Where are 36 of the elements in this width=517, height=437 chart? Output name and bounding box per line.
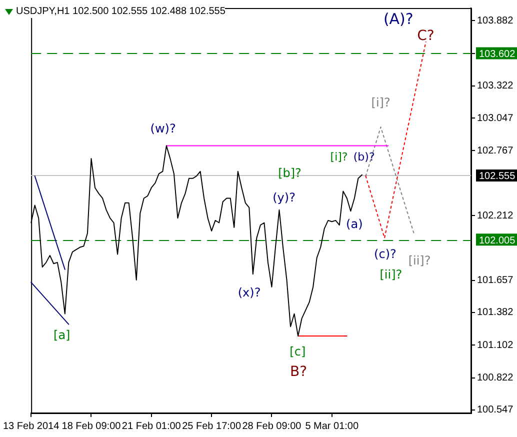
y-tick-label: 100.547 [477,404,514,416]
annotation: [a] [54,328,70,342]
annotation: (x)? [238,286,261,300]
annotation: C? [417,28,434,44]
annotation: [ii]? [380,267,402,282]
annotation: (w)? [150,122,176,136]
x-tick-label: 13 Feb 2014 [2,420,60,432]
annotation: (A)? [383,10,414,28]
annotation: (b)? [353,150,375,164]
ref-line-label: 102.555 [479,171,516,182]
y-tick-label: 100.822 [477,372,514,384]
annotation: [ii]? [408,253,431,268]
y-tick-label: 102.212 [477,210,514,222]
x-tick-label: 21 Feb 01:00 [122,420,182,432]
x-tick-label: 18 Feb 09:00 [62,420,122,432]
y-tick-label: 103.882 [477,15,514,26]
annotation: (y)? [272,190,296,204]
x-tick-label: 25 Feb 17:00 [182,420,242,432]
ref-line-label: 103.602 [479,49,516,60]
y-tick-label: 102.767 [477,145,514,156]
y-tick-label: 103.047 [477,112,514,124]
y-tick-label: 101.382 [477,307,514,318]
annotation: [b]? [278,166,302,180]
y-tick-label: 101.657 [477,275,514,286]
annotation: [c] [290,344,306,358]
annotation: [i]? [330,150,348,164]
chart-title: USDJPY,H1 102.500 102.555 102.488 102.555 [16,6,226,18]
ref-line-label: 102.005 [479,235,516,246]
annotation: (a) [346,216,363,231]
annotation: B? [290,364,308,380]
annotation: [i]? [371,95,390,110]
y-tick-label: 101.102 [477,340,514,351]
x-tick-label: 28 Feb 09:00 [242,420,302,432]
annotation: (c)? [374,247,396,262]
y-tick-label: 103.322 [477,80,514,92]
x-tick-label: 5 Mar 01:00 [305,420,359,432]
